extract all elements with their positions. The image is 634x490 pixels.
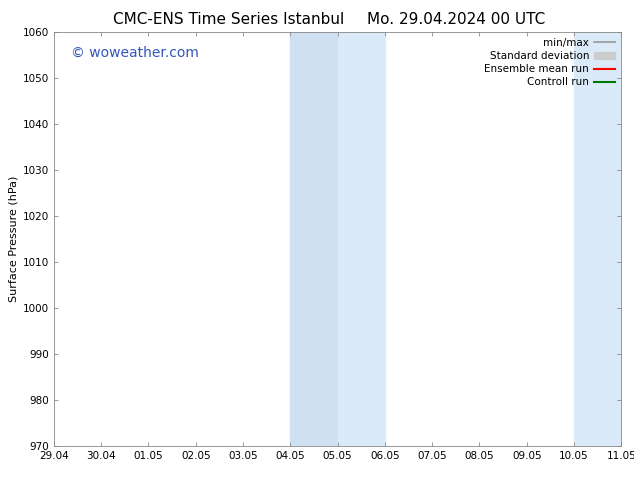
Text: Mo. 29.04.2024 00 UTC: Mo. 29.04.2024 00 UTC xyxy=(367,12,546,27)
Text: CMC-ENS Time Series Istanbul: CMC-ENS Time Series Istanbul xyxy=(113,12,344,27)
Bar xyxy=(574,32,621,446)
Text: © woweather.com: © woweather.com xyxy=(71,47,199,60)
Y-axis label: Surface Pressure (hPa): Surface Pressure (hPa) xyxy=(9,176,18,302)
Legend: min/max, Standard deviation, Ensemble mean run, Controll run: min/max, Standard deviation, Ensemble me… xyxy=(480,34,619,92)
Bar xyxy=(290,32,337,446)
Bar xyxy=(337,32,385,446)
